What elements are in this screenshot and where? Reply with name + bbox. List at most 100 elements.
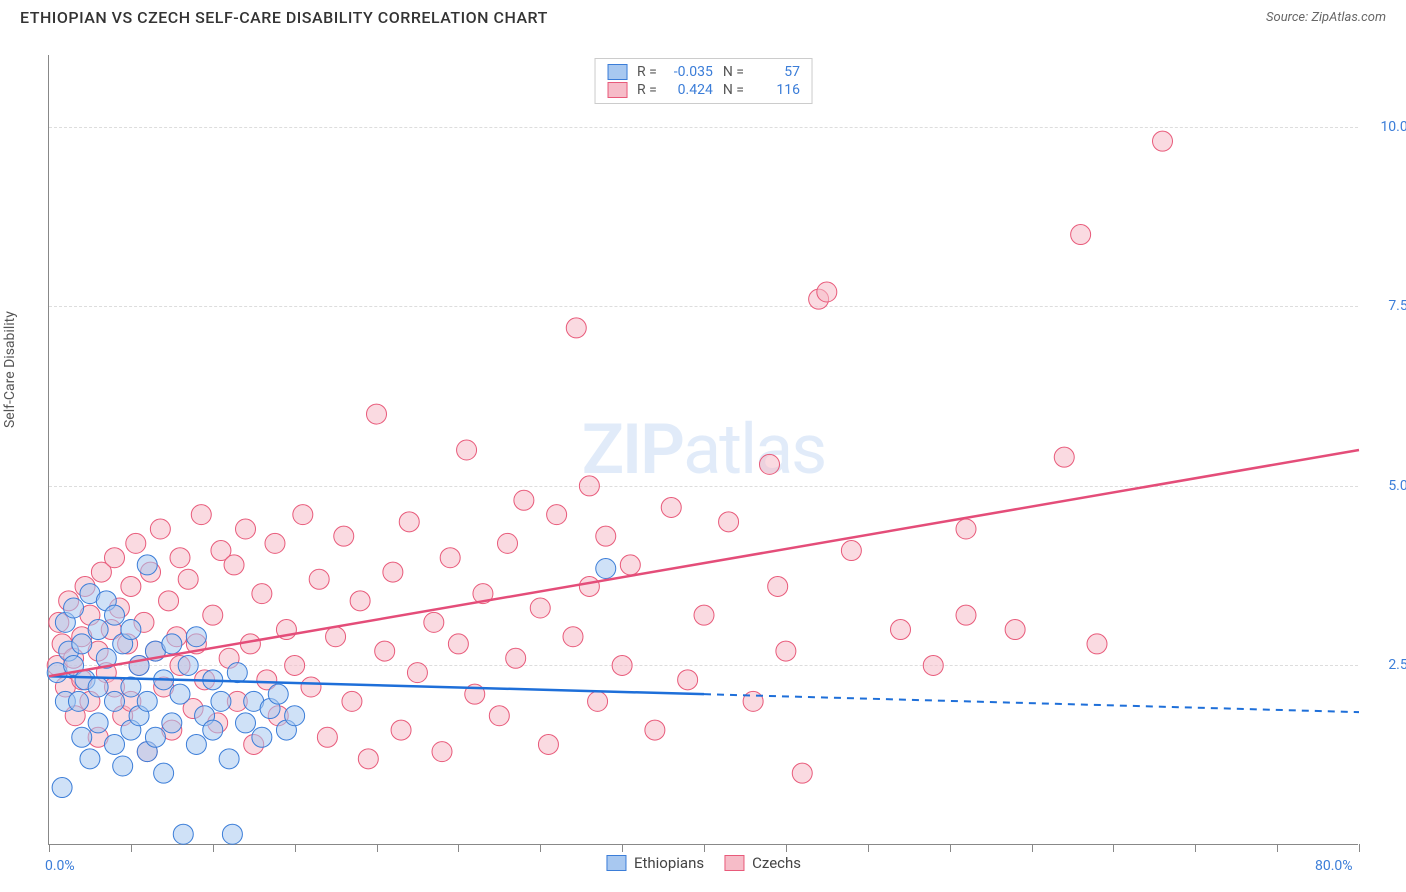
data-point xyxy=(178,655,198,675)
data-point xyxy=(424,612,444,632)
data-point xyxy=(956,519,976,539)
legend-item-ethiopians: Ethiopians xyxy=(606,854,704,872)
data-point xyxy=(105,691,125,711)
data-point xyxy=(126,533,146,553)
y-axis-label: Self-Care Disability xyxy=(2,311,18,428)
trend-line-extrapolated xyxy=(704,694,1359,712)
data-point xyxy=(162,713,182,733)
data-point xyxy=(80,749,100,769)
data-point xyxy=(145,727,165,747)
y-tick-label: 5.0% xyxy=(1388,478,1406,494)
data-point xyxy=(186,627,206,647)
data-point xyxy=(285,706,305,726)
data-point xyxy=(170,684,190,704)
data-point xyxy=(285,655,305,675)
y-tick-label: 10.0% xyxy=(1380,119,1406,135)
data-point xyxy=(154,763,174,783)
data-point xyxy=(170,548,190,568)
data-point xyxy=(391,720,411,740)
data-point xyxy=(301,677,321,697)
data-point xyxy=(121,576,141,596)
data-point xyxy=(88,713,108,733)
data-point xyxy=(137,691,157,711)
data-point xyxy=(792,763,812,783)
legend-row-ethiopians: R =-0.035 N =57 xyxy=(607,63,800,81)
data-point xyxy=(841,541,861,561)
legend-item-czechs: Czechs xyxy=(724,854,801,872)
data-point xyxy=(236,713,256,733)
data-point xyxy=(150,519,170,539)
data-point xyxy=(293,505,313,525)
data-point xyxy=(88,677,108,697)
data-point xyxy=(113,756,133,776)
source-attribution: Source: ZipAtlas.com xyxy=(1266,10,1386,25)
data-point xyxy=(137,555,157,575)
data-point xyxy=(760,454,780,474)
data-point xyxy=(350,591,370,611)
data-point xyxy=(64,598,84,618)
data-point xyxy=(579,476,599,496)
data-point xyxy=(191,505,211,525)
swatch-icon xyxy=(606,855,626,871)
data-point xyxy=(236,519,256,539)
data-point xyxy=(68,691,88,711)
data-point xyxy=(694,605,714,625)
data-point xyxy=(498,533,518,553)
data-point xyxy=(612,655,632,675)
data-point xyxy=(776,641,796,661)
data-point xyxy=(219,749,239,769)
data-point xyxy=(596,559,616,579)
correlation-legend: R =-0.035 N =57 R =0.424 N =116 xyxy=(594,58,813,104)
data-point xyxy=(268,684,288,704)
data-point xyxy=(375,641,395,661)
swatch-icon xyxy=(724,855,744,871)
chart-plot-area: ZIPatlas 2.5%5.0%7.5%10.0% R =-0.035 N =… xyxy=(48,55,1358,845)
data-point xyxy=(159,591,179,611)
data-point xyxy=(489,706,509,726)
data-point xyxy=(588,691,608,711)
data-point xyxy=(817,282,837,302)
data-point xyxy=(506,648,526,668)
data-point xyxy=(1071,225,1091,245)
data-point xyxy=(596,526,616,546)
data-point xyxy=(440,548,460,568)
data-point xyxy=(1054,447,1074,467)
data-point xyxy=(923,655,943,675)
data-point xyxy=(105,548,125,568)
data-point xyxy=(52,778,72,798)
data-point xyxy=(186,734,206,754)
data-point xyxy=(645,720,665,740)
data-point xyxy=(252,727,272,747)
data-point xyxy=(891,620,911,640)
swatch-icon xyxy=(607,82,627,98)
data-point xyxy=(178,569,198,589)
data-point xyxy=(620,555,640,575)
data-point xyxy=(563,627,583,647)
data-point xyxy=(121,620,141,640)
data-point xyxy=(203,720,223,740)
data-point xyxy=(72,727,92,747)
data-point xyxy=(407,663,427,683)
data-point xyxy=(661,497,681,517)
data-point xyxy=(448,634,468,654)
data-point xyxy=(326,627,346,647)
data-point xyxy=(538,734,558,754)
data-point xyxy=(162,634,182,654)
data-point xyxy=(678,670,698,690)
data-point xyxy=(317,727,337,747)
series-legend: Ethiopians Czechs xyxy=(606,854,801,872)
data-point xyxy=(768,576,788,596)
data-point xyxy=(105,734,125,754)
data-point xyxy=(88,620,108,640)
data-point xyxy=(227,663,247,683)
data-point xyxy=(211,691,231,711)
data-point xyxy=(105,605,125,625)
data-point xyxy=(367,404,387,424)
data-point xyxy=(383,562,403,582)
x-tick-label-right: 80.0% xyxy=(1315,858,1353,874)
data-point xyxy=(547,505,567,525)
legend-row-czechs: R =0.424 N =116 xyxy=(607,81,800,99)
data-point xyxy=(265,533,285,553)
data-point xyxy=(399,512,419,532)
data-point xyxy=(530,598,550,618)
